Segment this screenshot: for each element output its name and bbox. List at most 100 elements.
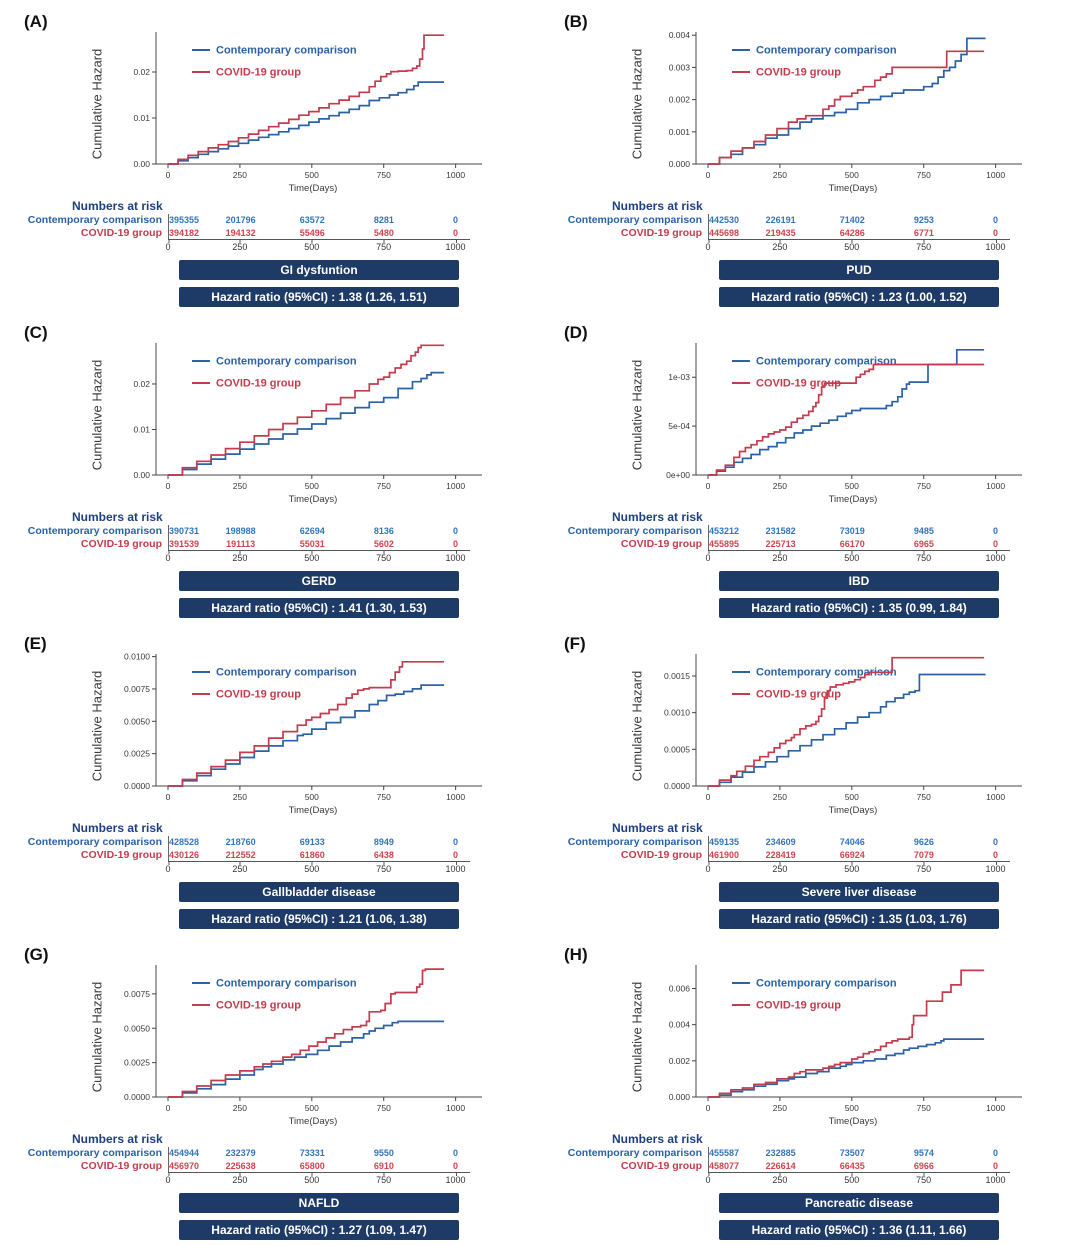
chart-row: Cumulative Hazard 0.0000 0.0025 0.0050 0.00…	[86, 959, 540, 1129]
risk-values: 391539 191113 55031 5602 0	[168, 538, 470, 551]
hazard-ratio-bar: Hazard ratio (95%CI) : 1.38 (1.26, 1.51)	[179, 287, 459, 307]
x-tick-label: 500	[845, 1103, 859, 1113]
x-tick-label: 500	[845, 170, 859, 180]
numbers-at-risk-table: Contemporary comparison 442530 226191 71…	[540, 214, 1080, 240]
risk-value: 201796	[225, 215, 256, 225]
risk-row-covid: COVID-19 group 394182 194132 55496 5480 …	[0, 227, 540, 240]
series-red	[708, 656, 985, 787]
legend-label: Contemporary comparison	[756, 45, 897, 57]
risk-row-label: Contemporary comparison	[567, 1147, 702, 1159]
numbers-at-risk-table: Contemporary comparison 428528 218760 69…	[0, 836, 540, 862]
cumulative-hazard-chart: 0.0000 0.0025 0.0050 0.0075 0 250 500 750 1000 Ti…	[124, 965, 482, 1127]
numbers-at-risk-table: Contemporary comparison 459135 234609 74…	[540, 836, 1080, 862]
risk-values: 442530 226191 71402 9253 0	[708, 214, 1010, 227]
risk-value: 9574	[913, 1148, 934, 1158]
axis-tick-label: 500	[304, 1173, 320, 1185]
series-blue	[168, 684, 445, 787]
x-tick-label: 1000	[446, 1103, 465, 1113]
risk-row-label: COVID-19 group	[620, 227, 702, 239]
y-tick-label: 5e-04	[668, 421, 690, 431]
cumulative-hazard-label: Cumulative Hazard	[89, 359, 105, 471]
risk-value: 194132	[225, 228, 256, 238]
legend: Contemporary comparison COVID-19 group	[192, 667, 357, 701]
risk-values: 430126 212552 61860 6438 0	[168, 849, 470, 862]
risk-row-label: Contemporary comparison	[27, 214, 162, 226]
risk-row-label: Contemporary comparison	[567, 525, 702, 537]
risk-row-contemporary: Contemporary comparison 454944 232379 73…	[0, 1147, 540, 1160]
axis-tick-label: 1000	[445, 862, 466, 874]
y-tick-label: 0.00	[133, 159, 150, 169]
risk-row-label: COVID-19 group	[80, 1160, 162, 1172]
risk-row-contemporary: Contemporary comparison 390731 198988 62…	[0, 525, 540, 538]
axis-tick-label: 1000	[445, 551, 466, 563]
risk-value: 225713	[765, 539, 796, 549]
y-tick-label: 0.0050	[124, 1023, 150, 1033]
legend-label: COVID-19 group	[216, 67, 301, 79]
numbers-at-risk-heading: Numbers at risk	[72, 821, 163, 835]
risk-value: 6966	[913, 1161, 934, 1171]
panel-letter: (D)	[564, 323, 588, 342]
axis-tick-label: 750	[376, 1173, 392, 1185]
numbers-at-risk-heading: Numbers at risk	[612, 199, 703, 213]
axis-tick-label: 750	[916, 240, 932, 252]
axis-tick-label: 0	[705, 240, 711, 252]
risk-value: 454944	[169, 1148, 200, 1158]
y-tick-label: 0.003	[669, 62, 691, 72]
risk-axis-ticks: 0 250 500 750 1000	[165, 1173, 470, 1187]
risk-value: 390731	[169, 526, 200, 536]
y-tick-label: 0.00	[133, 470, 150, 480]
disease-label-bar: Gallbladder disease	[179, 882, 459, 902]
risk-axis-ticks: 0 250 500 750 1000	[705, 1173, 1010, 1187]
y-tick-label: 0.0000	[124, 781, 150, 791]
disease-label-bar: GERD	[179, 571, 459, 591]
axis-tick-label: 500	[304, 240, 320, 252]
x-axis-title: Time(Days)	[289, 805, 338, 816]
x-tick-label: 500	[305, 1103, 319, 1113]
axis-tick-label: 1000	[445, 240, 466, 252]
risk-values: 461900 228419 66924 7079 0	[708, 849, 1010, 862]
risk-value: 0	[453, 837, 459, 847]
risk-value: 73507	[839, 1148, 865, 1158]
risk-value: 73019	[839, 526, 865, 536]
legend: Contemporary comparison COVID-19 group	[192, 45, 357, 79]
y-axis-label: Cumulative Hazard	[86, 648, 108, 818]
panel-letter: (B)	[564, 12, 588, 31]
risk-value: 62694	[299, 526, 325, 536]
risk-row-label: COVID-19 group	[80, 849, 162, 861]
axis-tick-label: 500	[304, 551, 320, 563]
risk-axis-ticks: 0 250 500 750 1000	[705, 862, 1010, 876]
risk-value: 0	[993, 1148, 999, 1158]
hazard-ratio-bar: Hazard ratio (95%CI) : 1.35 (1.03, 1.76)	[719, 909, 999, 929]
risk-row-label: Contemporary comparison	[567, 214, 702, 226]
x-axis-title: Time(Days)	[289, 183, 338, 194]
axis-tick-label: 750	[376, 551, 392, 563]
cumulative-hazard-chart: 0e+00 5e-04 1e-03 0 250 500 750 1000 Time(Days) C…	[666, 343, 1022, 505]
risk-value: 218760	[225, 837, 256, 847]
series-red	[708, 50, 985, 165]
series-blue	[708, 1038, 985, 1098]
x-tick-label: 250	[233, 170, 247, 180]
axis-tick-label: 0	[705, 551, 711, 563]
risk-values: 390731 198988 62694 8136 0	[168, 525, 470, 538]
risk-values: 458077 226614 66435 6966 0	[708, 1160, 1010, 1173]
x-tick-label: 500	[845, 481, 859, 491]
hazard-ratio-bar: Hazard ratio (95%CI) : 1.23 (1.00, 1.52)	[719, 287, 999, 307]
y-tick-label: 0.0000	[664, 781, 690, 791]
risk-value: 453212	[709, 526, 740, 536]
risk-value: 74046	[839, 837, 865, 847]
y-tick-label: 0.000	[669, 1092, 691, 1102]
y-tick-label: 0.004	[669, 1020, 691, 1030]
risk-value: 5480	[373, 228, 394, 238]
series-blue	[708, 673, 986, 787]
numbers-at-risk-table: Contemporary comparison 454944 232379 73…	[0, 1147, 540, 1173]
risk-row-contemporary: Contemporary comparison 395355 201796 63…	[0, 214, 540, 227]
cumulative-hazard-label: Cumulative Hazard	[89, 670, 105, 782]
legend: Contemporary comparison COVID-19 group	[732, 667, 897, 701]
legend-label: COVID-19 group	[756, 67, 841, 79]
cumulative-hazard-label: Cumulative Hazard	[89, 981, 105, 1093]
risk-value: 456970	[169, 1161, 200, 1171]
x-tick-label: 1000	[986, 170, 1005, 180]
risk-values: 455587 232885 73507 9574 0	[708, 1147, 1010, 1160]
series-blue	[708, 348, 985, 476]
y-tick-label: 0.0000	[124, 1092, 150, 1102]
